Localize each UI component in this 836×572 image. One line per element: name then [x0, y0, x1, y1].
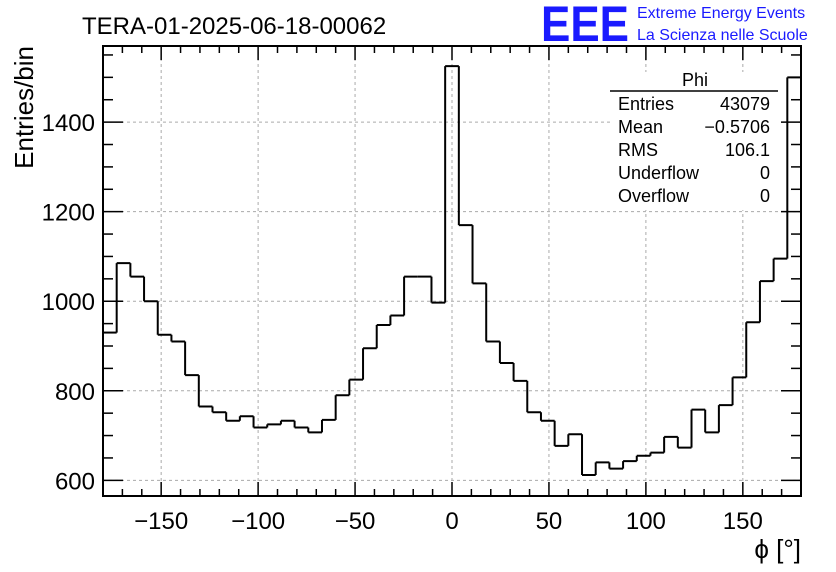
histogram-bin	[403, 275, 418, 316]
histogram-bin	[211, 406, 227, 414]
x-tick-labels: −150 −100 −50 0 50 100 150	[134, 508, 763, 535]
histogram-bin	[457, 66, 473, 227]
histogram-bin	[485, 283, 500, 343]
histogram-bin	[704, 409, 719, 434]
histogram-bin	[567, 433, 583, 446]
histogram-bin	[622, 460, 637, 469]
stats-title: Phi	[682, 70, 708, 90]
histogram-bin	[375, 323, 391, 349]
x-axis-title: ϕ [°]	[754, 534, 801, 564]
eee-logo-mark: EEE	[541, 0, 629, 52]
histogram-bin	[608, 462, 624, 470]
histogram-bin	[362, 347, 377, 380]
histogram-series	[103, 65, 801, 476]
histogram-bin	[115, 262, 131, 333]
y-tick-label: 800	[55, 379, 95, 406]
histogram-bin	[690, 408, 706, 448]
x-tick-label: 50	[536, 508, 563, 535]
stats-row-label: RMS	[618, 140, 658, 160]
x-tick-label: 100	[626, 508, 666, 535]
histogram-bin	[649, 451, 665, 456]
histogram-bin	[156, 301, 172, 336]
histogram-bin	[745, 321, 760, 378]
stats-box: Phi Entries 43079 Mean −0.5706 RMS 106.1 Under…	[610, 70, 780, 210]
axis-ticks	[102, 46, 802, 496]
y-tick-label: 600	[55, 468, 95, 495]
histogram-bin	[348, 378, 364, 396]
y-tick-label: 1000	[42, 289, 95, 316]
histogram-bin	[553, 420, 569, 447]
histogram-bin	[526, 380, 541, 414]
histogram-bin	[539, 412, 555, 422]
logo-line-1: Extreme Energy Events	[637, 5, 805, 22]
histogram-bin	[252, 416, 268, 429]
histogram-bin	[334, 394, 350, 420]
histogram-bin	[471, 225, 487, 285]
x-tick-label: 0	[445, 508, 458, 535]
histogram-bin	[731, 376, 747, 406]
histogram-bin	[143, 276, 158, 303]
stats-box-background	[610, 72, 780, 210]
histogram-bin	[266, 423, 281, 428]
histogram-bin	[498, 341, 514, 365]
x-tick-label: −150	[134, 508, 188, 535]
stats-row-label: Mean	[618, 117, 663, 137]
histogram-bin	[197, 375, 213, 408]
histogram-bin	[512, 363, 528, 382]
histogram-bin	[430, 276, 446, 304]
stats-row-label: Entries	[618, 94, 674, 114]
y-tick-labels: 600 800 1000 1200 1400	[42, 110, 95, 495]
stats-row-value: 0	[760, 163, 770, 183]
eee-logo: EEE Extreme Energy Events La Scienza nel…	[541, 0, 808, 52]
stats-row-value: −0.5706	[704, 117, 770, 137]
histogram-bin	[238, 415, 254, 421]
histogram-bin	[772, 257, 788, 282]
x-tick-label: 150	[723, 508, 763, 535]
histogram-bin	[129, 263, 145, 278]
stats-row-label: Underflow	[618, 163, 700, 183]
histogram-bin	[594, 461, 610, 475]
y-axis-title: Entries/bin	[9, 46, 39, 169]
histogram-bin	[676, 436, 692, 449]
chart-title: TERA-01-2025-06-18-00062	[82, 13, 386, 40]
histogram-bin	[663, 435, 678, 453]
histogram-bin	[389, 314, 405, 325]
histogram-bin	[170, 334, 186, 343]
histogram-bin	[279, 419, 295, 425]
logo-line-2: La Scienza nelle Scuole	[637, 27, 808, 44]
stats-row-value: 106.1	[725, 140, 770, 160]
histogram-bin	[635, 454, 651, 462]
x-tick-label: −50	[335, 508, 376, 535]
histogram-bin	[717, 404, 733, 433]
histogram-bin	[786, 76, 801, 259]
grid-lines	[103, 46, 801, 496]
x-tick-label: −100	[231, 508, 285, 535]
histogram-bin	[320, 418, 336, 433]
histogram-bin	[225, 412, 240, 422]
histogram-bin	[184, 341, 199, 377]
histogram-bin	[293, 420, 309, 429]
histogram-bin	[758, 280, 774, 323]
histogram-bin	[581, 434, 596, 476]
y-tick-label: 1400	[42, 110, 95, 137]
plot-frame	[102, 45, 802, 497]
stats-rows: Entries 43079 Mean −0.5706 RMS 106.1 Underflow…	[618, 94, 770, 206]
y-tick-label: 1200	[42, 200, 95, 227]
histogram-bin	[444, 65, 459, 303]
stats-row-value: 0	[760, 186, 770, 206]
stats-row-value: 43079	[720, 94, 770, 114]
histogram-bin	[307, 427, 322, 434]
stats-row-label: Overflow	[618, 186, 690, 206]
